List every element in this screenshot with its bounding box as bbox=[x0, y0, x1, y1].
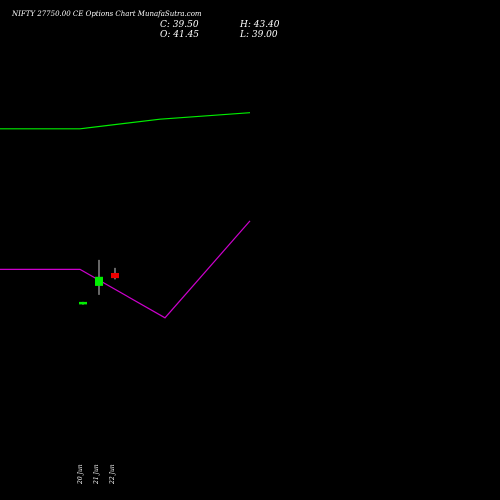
x-tick-label-2: 22 Jun bbox=[109, 464, 116, 485]
candle-body-2 bbox=[111, 273, 119, 279]
low-value: L: 39.00 bbox=[240, 30, 278, 40]
x-tick-label-0: 20 Jun bbox=[77, 464, 84, 485]
candle-body-0 bbox=[79, 301, 87, 305]
green-line-series bbox=[0, 112, 251, 130]
x-tick-label-1: 21 Jun bbox=[93, 464, 100, 485]
candle-body-1 bbox=[95, 276, 103, 286]
high-value: H: 43.40 bbox=[240, 20, 280, 30]
open-value: O: 41.45 bbox=[160, 30, 200, 40]
chart-title: NIFTY 27750.00 CE Options Chart MunafaSu… bbox=[12, 10, 202, 18]
purple-line-series bbox=[0, 220, 251, 319]
close-value: C: 39.50 bbox=[160, 20, 199, 30]
